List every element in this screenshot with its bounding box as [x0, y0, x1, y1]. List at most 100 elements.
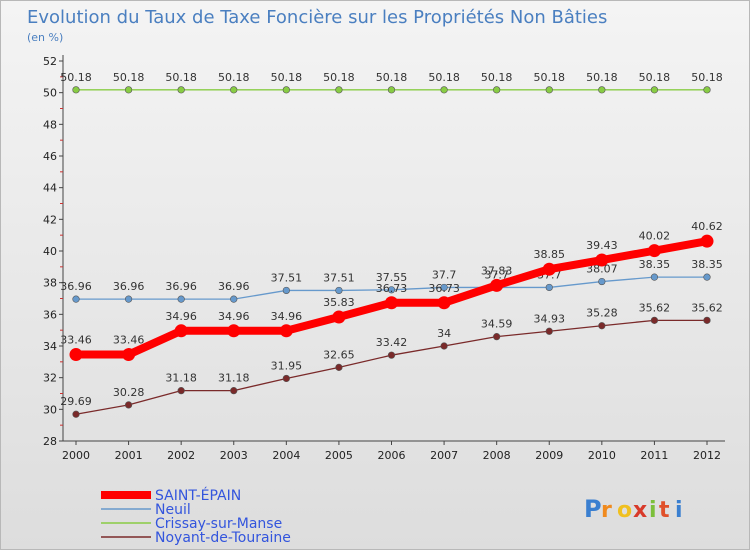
x-tick-label: 2007 — [430, 449, 458, 462]
data-label: 35.83 — [323, 296, 355, 309]
y-tick-label: 32 — [43, 372, 57, 385]
data-point — [703, 316, 711, 324]
data-label: 34 — [437, 327, 451, 340]
legend: SAINT-ÉPAINNeuilCrissay-sur-ManseNoyant-… — [101, 487, 291, 546]
data-label: 50.18 — [218, 71, 250, 84]
x-tick-label: 2002 — [167, 449, 195, 462]
data-label: 38.35 — [691, 258, 723, 271]
data-label: 50.18 — [113, 71, 145, 84]
data-label: 50.18 — [691, 71, 723, 84]
data-label: 50.18 — [481, 71, 513, 84]
data-point — [72, 86, 80, 94]
data-label: 37.51 — [323, 271, 355, 284]
data-point — [124, 86, 133, 94]
data-label: 36.96 — [60, 280, 92, 293]
data-point — [703, 273, 711, 281]
unit-label: (en %) — [27, 31, 63, 44]
data-point — [493, 86, 501, 94]
x-tick-label: 2004 — [272, 449, 300, 462]
logo-letter: P — [584, 495, 602, 523]
data-point — [279, 324, 293, 338]
y-tick-label: 52 — [43, 55, 57, 68]
data-label: 34.96 — [218, 310, 250, 323]
data-point — [332, 310, 346, 324]
data-point — [650, 86, 659, 94]
data-point — [437, 296, 451, 310]
data-point — [122, 348, 136, 362]
data-point — [335, 86, 343, 94]
series-noyant-de-touraine: 29.69 30.28 31.18 31.18 31.95 32.65 33.42 34 34.… — [60, 301, 723, 418]
data-point — [598, 322, 606, 330]
data-label: 37.51 — [271, 271, 303, 284]
logo-letter: i — [675, 498, 683, 523]
x-tick-label: 2005 — [325, 449, 353, 462]
data-label: 38.07 — [586, 263, 618, 276]
data-point — [177, 295, 185, 303]
data-label: 34.96 — [165, 310, 197, 323]
legend-label: SAINT-ÉPAIN — [155, 487, 241, 504]
data-point — [440, 283, 448, 292]
data-label: 50.18 — [323, 71, 355, 84]
axes: 28 30 32 34 36 38 40 42 44 46 48 50 52 2000 2001 2002 20… — [43, 55, 725, 462]
data-point — [598, 86, 606, 94]
x-tick-label: 2003 — [220, 449, 248, 462]
data-point — [282, 374, 290, 383]
data-label: 38.35 — [639, 258, 671, 271]
data-label: 31.95 — [271, 359, 303, 372]
data-label: 40.02 — [639, 230, 671, 243]
data-point — [124, 401, 133, 409]
data-point — [598, 277, 606, 286]
data-point — [595, 253, 609, 267]
data-label: 36.96 — [218, 280, 250, 293]
data-label: 50.18 — [60, 71, 92, 84]
series-saint-pain: 33.46 33.46 34.96 34.96 34.96 35.83 36.73 36.73… — [60, 220, 723, 362]
data-label: 37.7 — [484, 268, 509, 281]
y-tick-label: 46 — [43, 150, 57, 163]
data-point — [545, 86, 553, 94]
y-tick-label: 42 — [43, 213, 57, 226]
x-tick-label: 2008 — [483, 449, 511, 462]
data-point — [282, 86, 290, 94]
data-label: 40.62 — [691, 220, 723, 233]
data-point — [230, 387, 238, 395]
x-tick-label: 2001 — [115, 449, 143, 462]
data-point — [69, 348, 83, 362]
logo-letter: i — [649, 498, 657, 523]
data-point — [700, 234, 714, 248]
data-label: 36.73 — [428, 282, 460, 295]
x-tick-label: 2000 — [62, 449, 90, 462]
data-point — [490, 278, 504, 292]
data-point — [335, 363, 343, 371]
data-point — [72, 410, 80, 418]
data-point — [177, 86, 185, 94]
data-label: 29.69 — [60, 395, 92, 408]
data-label: 50.18 — [271, 71, 303, 84]
data-label: 50.18 — [428, 71, 460, 84]
data-point — [650, 273, 659, 281]
logo-letter: t — [659, 498, 670, 523]
data-point — [647, 244, 661, 258]
data-point — [174, 324, 188, 338]
data-label: 33.42 — [376, 336, 408, 349]
y-tick-label: 40 — [43, 245, 57, 258]
data-point — [545, 327, 553, 335]
data-point — [72, 295, 80, 303]
data-label: 37.55 — [376, 271, 408, 284]
data-label: 50.18 — [639, 71, 671, 84]
x-tick-label: 2011 — [640, 449, 668, 462]
data-label: 36.96 — [165, 280, 197, 293]
x-tick-label: 2009 — [535, 449, 563, 462]
y-tick-label: 44 — [43, 182, 57, 195]
data-label: 33.46 — [113, 334, 145, 347]
chart-title: Evolution du Taux de Taxe Foncière sur l… — [27, 7, 607, 28]
y-tick-label: 48 — [43, 118, 57, 131]
data-point — [177, 387, 185, 395]
data-point — [542, 262, 556, 276]
data-label: 39.43 — [586, 239, 618, 252]
y-tick-label: 34 — [43, 340, 57, 353]
data-label: 34.93 — [534, 312, 566, 325]
data-label: 34.96 — [271, 310, 303, 323]
